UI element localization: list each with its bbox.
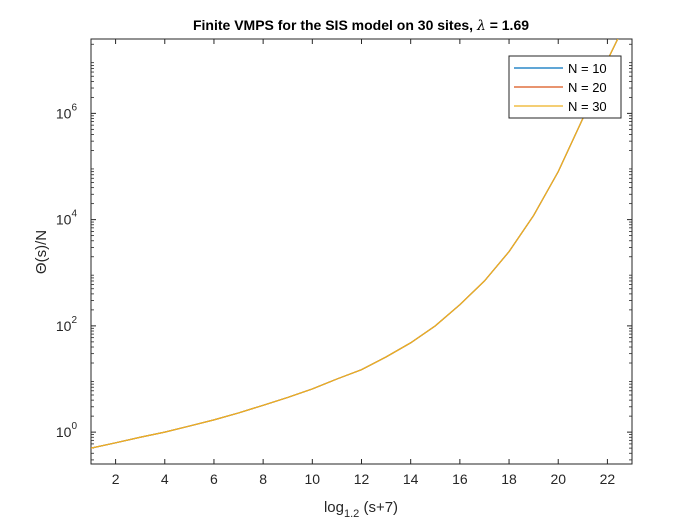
- x-tick-label: 20: [550, 471, 566, 487]
- data-lines: [91, 39, 619, 449]
- series-line-3: [91, 39, 619, 449]
- legend-label-1: N = 10: [568, 61, 607, 76]
- x-tick-label: 4: [161, 471, 169, 487]
- x-tick-label: 22: [600, 471, 616, 487]
- y-tick-label: 102: [56, 315, 78, 334]
- x-tick-label: 8: [259, 471, 267, 487]
- y-axis-label: Θ(s)/N: [33, 230, 50, 274]
- x-axis-label: log1.2 (s+7): [324, 499, 398, 520]
- x-tick-label: 12: [354, 471, 370, 487]
- legend: N = 10 N = 20 N = 30: [508, 55, 622, 119]
- chart-title: Finite VMPS for the SIS model on 30 site…: [193, 17, 529, 34]
- y-tick-label: 100: [56, 421, 78, 440]
- x-tick-label: 10: [305, 471, 321, 487]
- axis-ticks: 2 4 6 8 10 12 14 16 18 20 22 100 102 104 106: [56, 39, 632, 487]
- y-tick-label: 104: [56, 209, 78, 228]
- x-tick-label: 16: [452, 471, 468, 487]
- x-tick-label: 2: [112, 471, 120, 487]
- x-tick-label: 14: [403, 471, 419, 487]
- legend-label-3: N = 30: [568, 99, 607, 114]
- x-tick-label: 18: [501, 471, 517, 487]
- y-tick-label: 106: [56, 102, 78, 121]
- x-tick-label: 6: [210, 471, 218, 487]
- legend-label-2: N = 20: [568, 80, 607, 95]
